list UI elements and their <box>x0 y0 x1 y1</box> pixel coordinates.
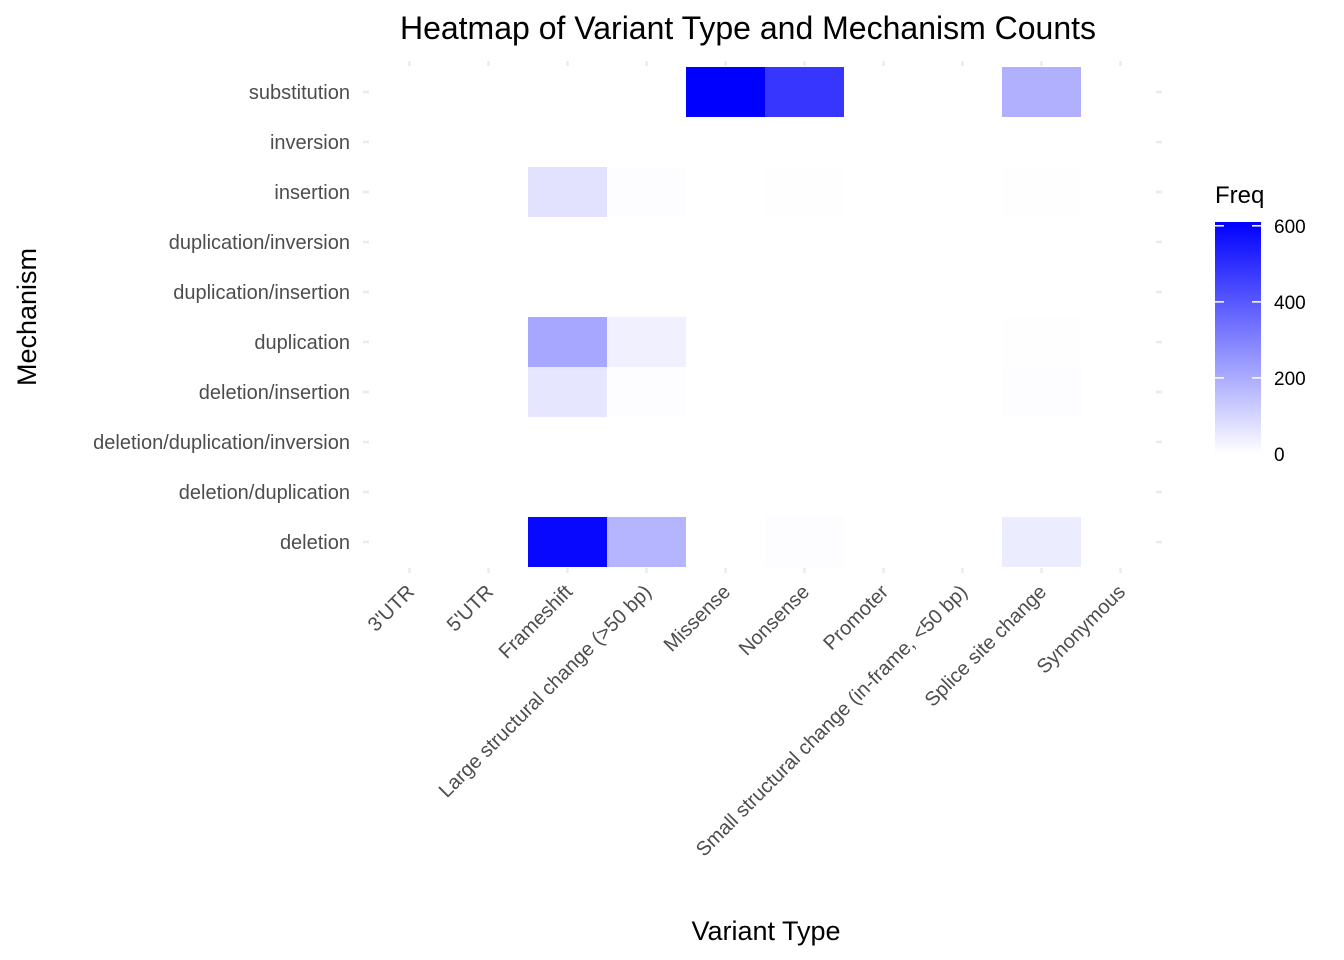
heatmap-cell-large-structural-change-50-bp-deletion <box>607 517 686 567</box>
y-tick-label-deletion-duplication-inversion: deletion/duplication/inversion <box>93 432 350 454</box>
y-tick-label-deletion: deletion <box>280 532 350 554</box>
heatmap-cell-frameshift-deletion <box>528 517 607 567</box>
legend-title: Freq <box>1215 182 1264 209</box>
legend-ticks: 0 200 400 600 <box>1215 217 1306 466</box>
color-legend: Freq 0 200 400 600 <box>1215 182 1306 466</box>
x-tick-label-nonsense: Nonsense <box>735 581 814 660</box>
y-tick-label-deletion-duplication: deletion/duplication <box>179 482 350 504</box>
heatmap-cell-frameshift-deletion-insertion <box>528 367 607 417</box>
x-tick-label-5-utr: 5'UTR <box>443 581 498 636</box>
heatmap-cells <box>528 67 1081 567</box>
y-tick-label-inversion: inversion <box>270 132 350 154</box>
y-tick-label-duplication-insertion: duplication/insertion <box>173 282 350 304</box>
heatmap-cell-splice-site-change-deletion-insertion <box>1002 367 1081 417</box>
heatmap-cell-large-structural-change-50-bp-insertion <box>607 167 686 217</box>
legend-color-bar <box>1215 222 1261 454</box>
heatmap-cell-nonsense-substitution <box>765 67 844 117</box>
heatmap-cell-nonsense-deletion <box>765 517 844 567</box>
y-tick-label-insertion: insertion <box>274 182 350 204</box>
x-tick-label-frameshift: Frameshift <box>495 581 578 664</box>
y-axis-title: Mechanism <box>12 248 42 386</box>
y-tick-marks <box>363 90 1162 544</box>
chart-title: Heatmap of Variant Type and Mechanism Co… <box>400 10 1096 46</box>
y-tick-label-duplication-inversion: duplication/inversion <box>169 232 350 254</box>
heatmap-cell-splice-site-change-substitution <box>1002 67 1081 117</box>
heatmap-cell-frameshift-insertion <box>528 167 607 217</box>
heatmap-cell-nonsense-insertion <box>765 167 844 217</box>
y-tick-label-deletion-insertion: deletion/insertion <box>199 382 350 404</box>
legend-label-400: 400 <box>1274 293 1306 314</box>
legend-label-0: 0 <box>1274 445 1285 466</box>
heatmap-cell-splice-site-change-insertion <box>1002 167 1081 217</box>
x-tick-label-promoter: Promoter <box>819 581 893 655</box>
y-tick-label-substitution: substitution <box>249 82 350 104</box>
y-tick-labels: deletion deletion/duplication deletion/dup… <box>93 82 350 554</box>
heatmap-cell-large-structural-change-50-bp-duplication <box>607 317 686 367</box>
x-axis-title: Variant Type <box>691 916 840 946</box>
heatmap-cell-missense-substitution <box>686 67 765 117</box>
legend-label-200: 200 <box>1274 369 1306 390</box>
heatmap-cell-splice-site-change-deletion <box>1002 517 1081 567</box>
heatmap-cell-frameshift-duplication <box>528 317 607 367</box>
x-tick-label-3-utr: 3'UTR <box>364 581 419 636</box>
x-tick-label-missense: Missense <box>660 581 735 656</box>
y-tick-label-duplication: duplication <box>254 332 350 354</box>
legend-label-600: 600 <box>1274 217 1306 238</box>
heatmap-cell-large-structural-change-50-bp-deletion-insertion <box>607 367 686 417</box>
x-tick-marks <box>408 61 1122 573</box>
x-tick-label-small-structural-change-in-frame-50-bp: Small structural change (in-frame, <50 b… <box>692 581 972 861</box>
heatmap-cell-splice-site-change-duplication <box>1002 317 1081 367</box>
